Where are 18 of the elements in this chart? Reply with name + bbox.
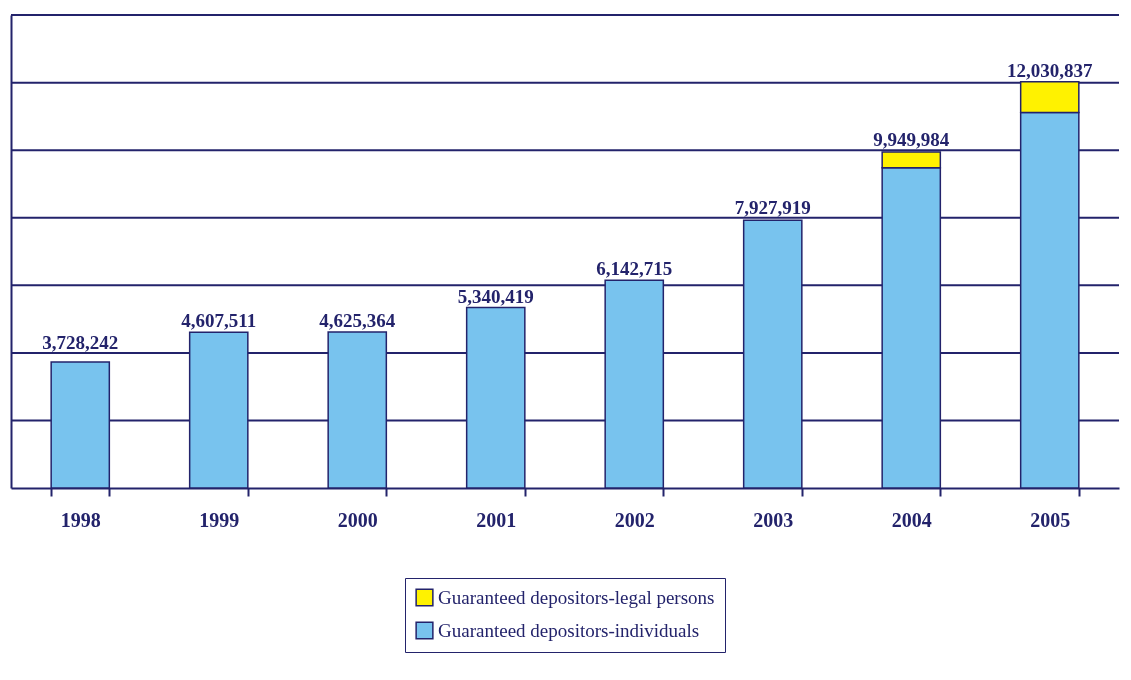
- x-tick-label: 2003: [753, 508, 794, 531]
- legend-label: Guaranteed depositors-legal persons: [438, 586, 715, 608]
- legend-label: Guaranteed depositors-individuals: [438, 619, 700, 641]
- annotation: 5,340,419: [457, 285, 534, 307]
- annotation: 7,927,919: [734, 196, 811, 218]
- x-tick-label: 1998: [60, 508, 101, 531]
- x-tick-label: 1999: [199, 508, 240, 531]
- x-tick-label: 2001: [476, 508, 517, 531]
- x-tick-label: 2000: [337, 508, 378, 531]
- annotation: 6,142,715: [596, 258, 673, 280]
- annotation: 4,625,364: [319, 309, 396, 331]
- annotation: 12,030,837: [1007, 59, 1093, 81]
- x-tick-label: 2005: [1030, 508, 1071, 531]
- x-tick-label: 2004: [891, 508, 932, 531]
- annotation: 9,949,984: [873, 129, 950, 151]
- annotation: 4,607,511: [181, 310, 257, 332]
- annotation: 3,728,242: [42, 332, 119, 354]
- x-tick-label: 2002: [614, 508, 655, 531]
